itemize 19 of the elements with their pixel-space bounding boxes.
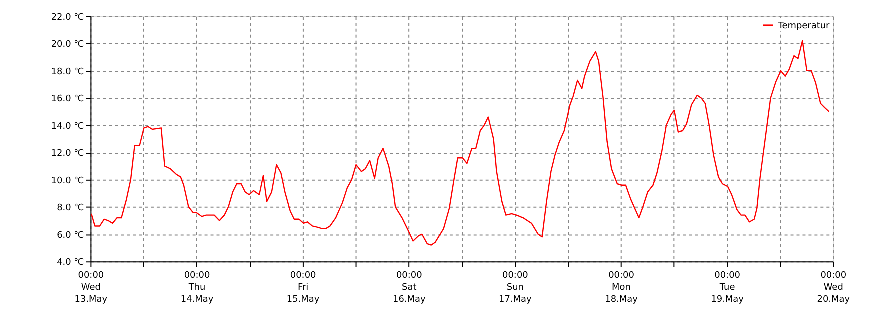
y-tick-label: 14.0 ℃ xyxy=(51,122,84,132)
y-tick-label: 10.0 ℃ xyxy=(51,176,84,186)
y-tick-label: 6.0 ℃ xyxy=(57,230,84,241)
x-tick-label: 00:00 Wed 13.May xyxy=(74,271,108,305)
y-tick-label: 22.0 ℃ xyxy=(51,12,84,23)
y-tick-label: 18.0 ℃ xyxy=(51,67,84,78)
y-tick-label: 8.0 ℃ xyxy=(57,204,84,214)
x-tick-label: 00:00 Sun 17.May xyxy=(499,271,533,305)
x-tick-label: 00:00 Wed 20.May xyxy=(817,271,851,305)
y-tick-label: 12.0 ℃ xyxy=(51,149,84,160)
x-tick-label: 00:00 Tue 19.May xyxy=(711,271,745,305)
legend-label: Temperatur xyxy=(777,21,830,32)
x-tick-label: 00:00 Mon 18.May xyxy=(605,271,639,305)
x-tick-label: 00:00 Sat 16.May xyxy=(393,271,426,305)
y-tick-label: 16.0 ℃ xyxy=(51,94,84,105)
y-tick-label: 4.0 ℃ xyxy=(57,258,84,268)
x-tick-label: 00:00 Fri 15.May xyxy=(286,271,320,305)
y-tick-label: 20.0 ℃ xyxy=(51,40,84,50)
x-tick-label: 00:00 Thu 14.May xyxy=(180,271,214,305)
